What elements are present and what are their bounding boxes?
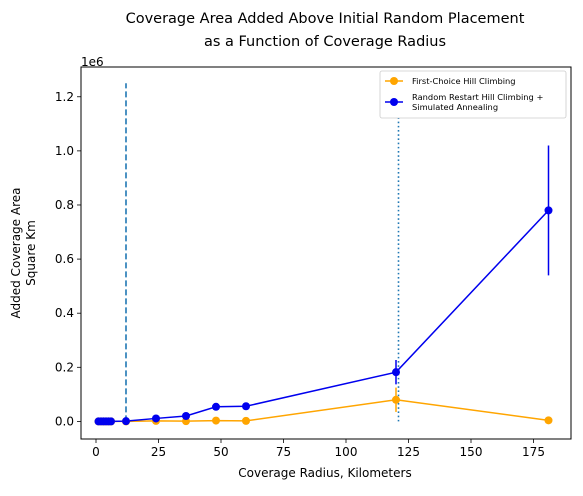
legend-label-random-restart-line-1: Random Restart Hill Climbing +: [412, 92, 543, 102]
data-point-1-12: [544, 206, 553, 215]
data-point-0-12: [544, 416, 553, 425]
data-point-0-11: [392, 395, 400, 404]
x-axis-label: Coverage Radius, Kilometers: [238, 466, 411, 480]
y-tick-label-6: 1.2: [55, 90, 74, 104]
series-lines: [98, 209, 550, 423]
y-axis-label-line-2: Square Km: [24, 220, 38, 286]
y-offset-label: 1e6: [81, 55, 104, 69]
y-tick-label-4: 0.8: [55, 198, 74, 212]
chart-title-line-2: as a Function of Coverage Radius: [204, 34, 446, 50]
data-point-1-9: [212, 402, 220, 411]
plot-frame: [80, 66, 572, 440]
legend-label-first-choice: First-Choice Hill Climbing: [412, 76, 516, 86]
data-point-0-9: [212, 416, 220, 425]
y-tick-label-5: 1.0: [55, 144, 74, 158]
y-tick-label-1: 0.2: [55, 360, 74, 374]
x-tick-label-75: 75: [276, 445, 291, 459]
data-point-1-11: [392, 368, 400, 377]
data-point-1-10: [242, 402, 250, 411]
x-tick-label-0: 0: [92, 445, 100, 459]
y-axis-label-line-1: Added Coverage Area: [9, 188, 23, 319]
legend-marker-first-choice: [390, 77, 398, 85]
legend-label-random-restart-line-2: Simulated Annealing: [412, 102, 498, 112]
legend-box: [379, 70, 567, 119]
y-tick-label-0: 0.0: [55, 414, 74, 428]
data-point-1-8: [182, 412, 190, 421]
x-tick-label-100: 100: [335, 445, 358, 459]
error-bars: [125, 145, 550, 422]
y-tick-label-3: 0.6: [55, 252, 74, 266]
x-tick-label-125: 125: [397, 445, 420, 459]
x-tick-label-150: 150: [460, 445, 483, 459]
y-tick-label-2: 0.4: [55, 306, 74, 320]
axis-ticks: 0 25 50 75 100 125 150 175 0.0 0.2 0.4 0.6 0.8 1.0 1.2: [55, 90, 545, 459]
x-tick-label-175: 175: [522, 445, 545, 459]
reference-lines: [125, 83, 400, 422]
data-points: [94, 206, 553, 426]
x-tick-label-25: 25: [151, 445, 166, 459]
data-point-1-5: [107, 417, 115, 426]
data-point-1-6: [122, 417, 130, 426]
x-tick-label-50: 50: [213, 445, 228, 459]
legend: First-Choice Hill Climbing Random Restar…: [379, 70, 567, 119]
legend-marker-random-restart: [390, 98, 398, 106]
chart-title-line-1: Coverage Area Added Above Initial Random…: [126, 11, 525, 27]
data-point-1-7: [152, 414, 160, 423]
data-point-0-10: [242, 416, 250, 425]
series-line-1: [98, 209, 550, 423]
